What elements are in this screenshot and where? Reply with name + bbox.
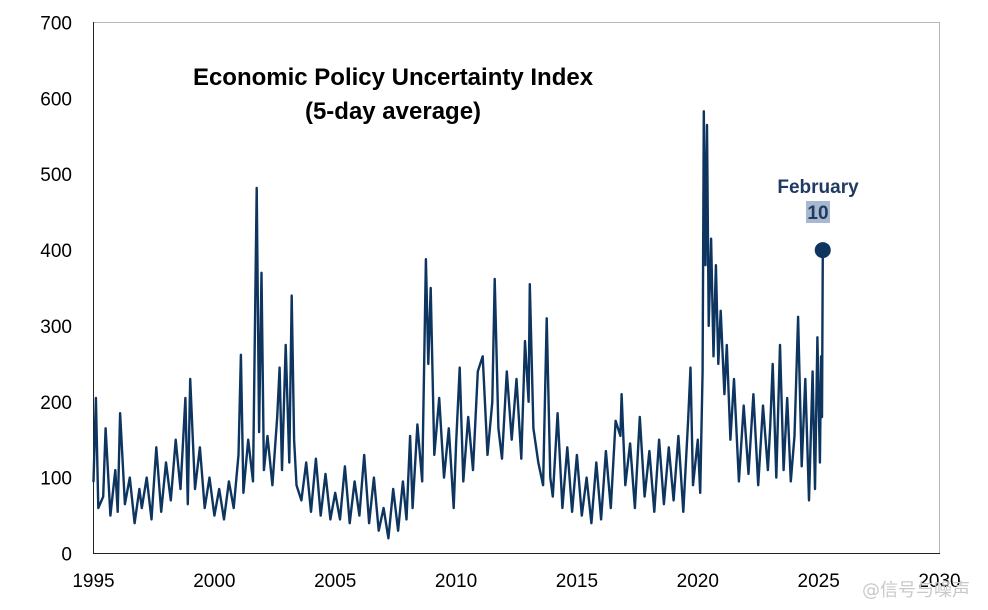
x-tick-label: 2005 bbox=[314, 571, 356, 592]
annotation-marker bbox=[814, 242, 831, 259]
y-tick-label: 500 bbox=[40, 165, 72, 186]
y-tick-label: 200 bbox=[40, 393, 72, 414]
x-tick-label: 2030 bbox=[918, 571, 960, 592]
y-tick-label: 600 bbox=[40, 89, 72, 110]
y-tick-label: 100 bbox=[40, 469, 72, 490]
chart-subtitle: (5-day average) bbox=[305, 98, 481, 125]
y-tick-label: 700 bbox=[40, 14, 72, 35]
x-tick-label: 2015 bbox=[556, 571, 598, 592]
chart-title: Economic Policy Uncertainty Index bbox=[193, 64, 594, 91]
x-tick-label: 2000 bbox=[193, 571, 235, 592]
x-tick-label: 2010 bbox=[435, 571, 477, 592]
x-tick-label: 1995 bbox=[72, 571, 114, 592]
x-tick-label: 2020 bbox=[677, 571, 719, 592]
y-tick-label: 0 bbox=[61, 545, 72, 566]
x-axis-ticks: 1995 2000 2005 2010 2015 2020 2025 2030 bbox=[72, 571, 960, 592]
y-axis-ticks: 0 100 200 300 400 500 600 700 bbox=[40, 14, 72, 566]
x-tick-label: 2025 bbox=[798, 571, 840, 592]
annotation-day-highlight bbox=[806, 201, 830, 223]
annotation-label: February bbox=[777, 177, 859, 198]
y-tick-label: 400 bbox=[40, 241, 72, 262]
annotation-day: 10 bbox=[807, 203, 828, 224]
series-line bbox=[92, 110, 824, 540]
watermark: @信号与噪声 bbox=[862, 580, 970, 601]
plot-frame bbox=[93, 22, 940, 554]
y-tick-label: 300 bbox=[40, 317, 72, 338]
